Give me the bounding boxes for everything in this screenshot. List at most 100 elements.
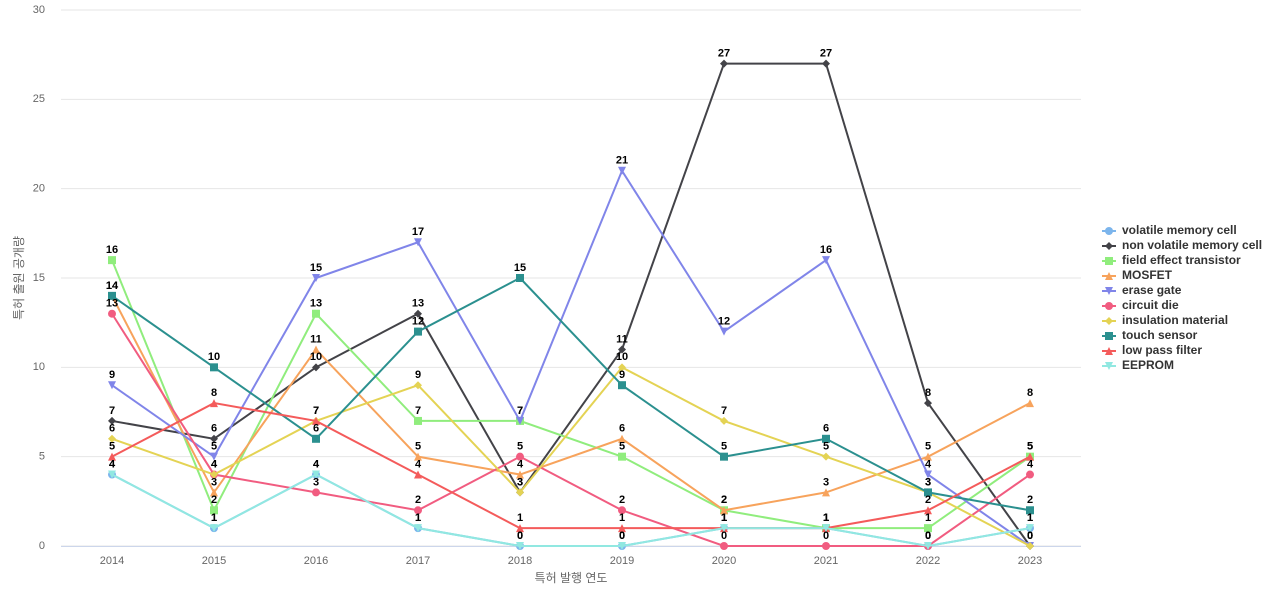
marker bbox=[720, 59, 728, 68]
legend-label: erase gate bbox=[1122, 283, 1182, 297]
data-label: 16 bbox=[106, 244, 118, 256]
marker bbox=[414, 506, 422, 515]
data-label: 4 bbox=[211, 458, 218, 470]
marker bbox=[108, 416, 116, 425]
data-label: 17 bbox=[412, 226, 424, 238]
data-label: 0 bbox=[619, 530, 625, 542]
marker bbox=[414, 238, 422, 247]
marker bbox=[210, 452, 218, 461]
marker bbox=[618, 381, 626, 390]
legend-label: circuit die bbox=[1122, 298, 1179, 312]
marker bbox=[210, 434, 218, 443]
x-tick-label: 2020 bbox=[712, 555, 736, 567]
data-label: 2 bbox=[721, 494, 727, 506]
y-tick-label: 5 bbox=[39, 451, 45, 463]
data-label: 9 bbox=[109, 369, 115, 381]
marker bbox=[516, 542, 524, 550]
marker bbox=[1105, 362, 1113, 370]
data-label: 13 bbox=[310, 298, 322, 310]
marker bbox=[312, 274, 320, 282]
legend-label: MOSFET bbox=[1122, 268, 1173, 282]
data-label: 9 bbox=[415, 369, 421, 381]
y-tick-label: 20 bbox=[33, 183, 45, 195]
marker bbox=[618, 524, 626, 533]
data-label: 5 bbox=[211, 441, 217, 453]
marker bbox=[108, 434, 116, 443]
x-tick-label: 2021 bbox=[814, 555, 838, 567]
data-label: 1 bbox=[211, 512, 217, 524]
series-line bbox=[111, 473, 1031, 548]
data-label: 15 bbox=[310, 262, 322, 274]
x-tick-label: 2019 bbox=[610, 555, 634, 567]
data-label: 0 bbox=[925, 530, 931, 542]
data-label: 4 bbox=[313, 458, 320, 470]
marker bbox=[924, 399, 932, 408]
data-label: 2 bbox=[1027, 494, 1033, 506]
data-label: 3 bbox=[517, 476, 523, 488]
y-tick-label: 10 bbox=[33, 361, 45, 373]
marker bbox=[720, 452, 728, 461]
marker bbox=[1105, 347, 1113, 355]
data-label: 1 bbox=[721, 512, 727, 524]
data-label: 2 bbox=[925, 494, 931, 506]
marker bbox=[108, 309, 116, 318]
data-label: 2 bbox=[211, 494, 217, 506]
marker bbox=[720, 416, 728, 425]
data-label: 5 bbox=[925, 441, 931, 453]
x-tick-label: 2014 bbox=[100, 555, 124, 567]
data-label: 4 bbox=[109, 458, 116, 470]
data-label: 6 bbox=[619, 423, 625, 435]
series-line bbox=[111, 402, 1031, 530]
marker bbox=[822, 542, 830, 550]
marker bbox=[1105, 317, 1113, 325]
data-label: 1 bbox=[823, 512, 829, 524]
data-label: 4 bbox=[109, 458, 116, 470]
data-label: 10 bbox=[310, 351, 322, 363]
data-label: 8 bbox=[211, 387, 217, 399]
data-label: 4 bbox=[313, 458, 320, 470]
marker bbox=[618, 542, 626, 550]
x-axis-title: 특허 발행 연도 bbox=[535, 570, 608, 585]
marker bbox=[924, 452, 932, 461]
marker bbox=[312, 434, 320, 443]
x-tick-label: 2023 bbox=[1018, 555, 1042, 567]
data-label: 9 bbox=[619, 369, 625, 381]
series-line bbox=[111, 313, 1031, 547]
data-label: 1 bbox=[415, 512, 421, 524]
marker bbox=[312, 345, 320, 354]
data-label: 1 bbox=[517, 512, 523, 524]
data-label: 2 bbox=[415, 494, 421, 506]
data-label: 0 bbox=[1027, 530, 1033, 542]
marker bbox=[414, 452, 422, 461]
legend-label: field effect transistor bbox=[1122, 253, 1241, 267]
marker bbox=[414, 327, 422, 336]
data-label: 12 bbox=[718, 316, 730, 328]
series-line bbox=[111, 295, 1031, 512]
marker bbox=[1105, 257, 1113, 265]
marker bbox=[516, 488, 524, 497]
data-label: 7 bbox=[721, 405, 727, 417]
x-tick-label: 2017 bbox=[406, 555, 430, 567]
marker bbox=[1026, 452, 1034, 461]
data-label: 1 bbox=[1027, 512, 1033, 524]
data-label: 3 bbox=[925, 476, 931, 488]
data-label: 6 bbox=[211, 423, 217, 435]
marker bbox=[822, 488, 830, 497]
data-label: 21 bbox=[616, 155, 628, 167]
data-label: 1 bbox=[925, 512, 931, 524]
data-label: 5 bbox=[415, 441, 421, 453]
y-axis-title: 특허 출원 공개량 bbox=[12, 236, 26, 320]
marker bbox=[210, 399, 218, 408]
data-label: 0 bbox=[925, 530, 931, 542]
data-label: 13 bbox=[106, 298, 118, 310]
marker bbox=[1026, 470, 1034, 479]
data-label: 8 bbox=[925, 387, 931, 399]
marker bbox=[312, 488, 320, 497]
data-label: 1 bbox=[823, 512, 829, 524]
legend-label: EEPROM bbox=[1122, 358, 1174, 372]
marker bbox=[720, 542, 728, 550]
legend-label: non volatile memory cell bbox=[1122, 238, 1262, 252]
data-label: 4 bbox=[211, 458, 218, 470]
data-label: 1 bbox=[721, 512, 727, 524]
